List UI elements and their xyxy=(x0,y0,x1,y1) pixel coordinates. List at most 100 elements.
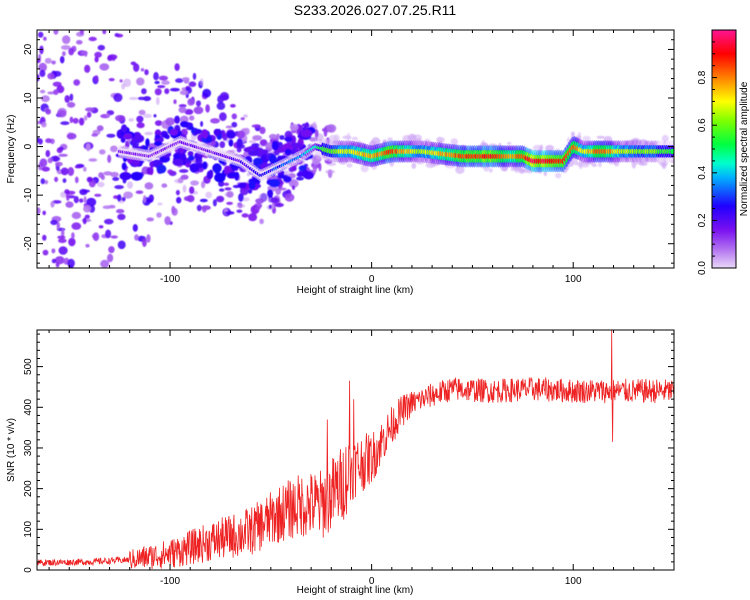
spectrogram-cell xyxy=(84,214,90,219)
spectrogram-cell xyxy=(65,201,74,208)
spectrogram-cell xyxy=(157,202,163,206)
spectrogram-cell xyxy=(223,182,229,186)
spectrogram-cell xyxy=(100,174,105,181)
spectrogram-cell xyxy=(51,248,56,254)
snr-x-tick-label: 0 xyxy=(369,576,375,587)
spectrogram-cell xyxy=(178,104,187,108)
spectrogram-cell xyxy=(231,113,237,120)
spectrogram-cell xyxy=(279,135,285,140)
spectrogram-cell xyxy=(225,125,233,129)
spectrogram-cell xyxy=(131,137,136,145)
spectrogram-cell xyxy=(107,253,114,263)
spectrogram-cell xyxy=(167,169,174,174)
spectrogram-cell xyxy=(189,115,195,121)
spectrogram-cell xyxy=(661,134,669,143)
colorbar-label: Normalized spectral amplitude xyxy=(739,81,750,216)
spectrogram-cell xyxy=(192,72,197,80)
spectrogram-cell xyxy=(58,246,68,255)
spectrogram-cell xyxy=(142,145,149,150)
spectrogram-cell xyxy=(45,108,51,115)
spectrogram-cell xyxy=(105,229,112,239)
spectrogram-cell xyxy=(88,177,93,181)
spectrogram-cell xyxy=(240,117,245,121)
spectrogram-cell xyxy=(351,136,358,141)
spectrogram-cell xyxy=(39,89,46,94)
spectrogram-cell xyxy=(60,167,69,176)
spectrogram-cell xyxy=(121,124,128,133)
spectrogram-cell xyxy=(58,153,68,157)
spectrogram-cell xyxy=(580,163,590,168)
spectrogram-cell xyxy=(114,185,124,190)
spectrogram-cell xyxy=(61,35,71,44)
spectrogram-cell xyxy=(214,172,226,183)
spectrogram-cell xyxy=(110,235,118,239)
spectrogram-cell xyxy=(83,115,88,121)
snr-y-tick-label: 100 xyxy=(23,521,34,538)
spectrogram-cell xyxy=(50,201,55,208)
spectrogram-cell xyxy=(243,114,248,118)
spectrogram-cell xyxy=(248,189,253,194)
spectrogram-cell xyxy=(57,235,66,240)
colorbar-tick-label: 0.6 xyxy=(697,118,708,132)
spectrogram-cell xyxy=(43,36,47,41)
spectrogram-cell xyxy=(65,192,70,201)
spectrogram-cell xyxy=(73,79,81,86)
spectrogram-cell xyxy=(119,79,123,83)
spectrogram-cell xyxy=(219,141,226,149)
spectrogram-cell xyxy=(142,238,147,247)
spectrogram-cell xyxy=(227,172,238,177)
snr-y-tick-label: 300 xyxy=(23,439,34,456)
spectrogram-cell xyxy=(142,96,152,102)
spectrogram-cell xyxy=(210,118,220,124)
spectrogram-cell xyxy=(67,258,75,268)
snr-x-tick-label: -100 xyxy=(160,576,180,587)
spectrogram-cell xyxy=(219,188,225,192)
spectrogram-cell xyxy=(190,180,200,186)
spectrogram-cell xyxy=(169,87,180,92)
spectrogram-cell xyxy=(292,185,295,190)
spectrogram-cell xyxy=(185,163,191,168)
spectrogram-cell xyxy=(146,234,151,243)
spectrogram-cell xyxy=(582,135,591,141)
spectrogram-cell xyxy=(51,258,57,264)
spectrogram-cell xyxy=(103,171,113,176)
spectrogram-cell xyxy=(66,132,77,140)
spectrogram-cell xyxy=(121,162,127,171)
spectrogram-cell xyxy=(189,186,195,194)
spectrogram-cell xyxy=(154,134,161,139)
spectrogram-cell xyxy=(219,112,227,121)
spectrogram-cell xyxy=(64,95,70,103)
spectrogram-cell xyxy=(596,135,605,139)
spectrogram-cell xyxy=(231,121,238,128)
spectrogram-cell xyxy=(136,122,145,129)
spectrogram-cell xyxy=(134,234,139,241)
spectrogram-cell xyxy=(69,93,74,102)
spectrogram-cell xyxy=(66,101,76,108)
spectrogram-cell xyxy=(216,102,226,110)
spectrogram-y-tick-label: -20 xyxy=(23,236,34,251)
spectrogram-cell xyxy=(85,107,95,112)
spectrogram-cell xyxy=(54,256,65,265)
spectrogram-cell xyxy=(284,148,292,156)
spectrogram-cell xyxy=(277,174,287,179)
spectrogram-cell xyxy=(154,120,163,126)
spectrogram-cell xyxy=(290,135,297,145)
spectrogram-cell xyxy=(291,165,297,172)
snr-series-line xyxy=(37,330,674,570)
spectrogram-cell xyxy=(182,184,187,193)
spectrogram-cell xyxy=(38,31,44,38)
colorbar-tick-label: 0.0 xyxy=(697,261,708,275)
spectrogram-cell xyxy=(144,131,153,136)
spectrogram-cell xyxy=(146,217,154,222)
spectrogram-cell xyxy=(56,110,67,118)
spectrogram-cell xyxy=(112,176,120,181)
spectrogram-cell xyxy=(38,62,47,72)
snr-y-axis-label: SNR (10 * v/v) xyxy=(6,418,17,482)
spectrogram-cell xyxy=(94,75,99,82)
colorbar-tick-label: 0.4 xyxy=(697,165,708,179)
spectrogram-cell xyxy=(107,154,112,163)
spectrogram-cell xyxy=(271,140,279,151)
spectrogram-cell xyxy=(115,33,124,38)
colorbar-scale xyxy=(711,29,737,269)
